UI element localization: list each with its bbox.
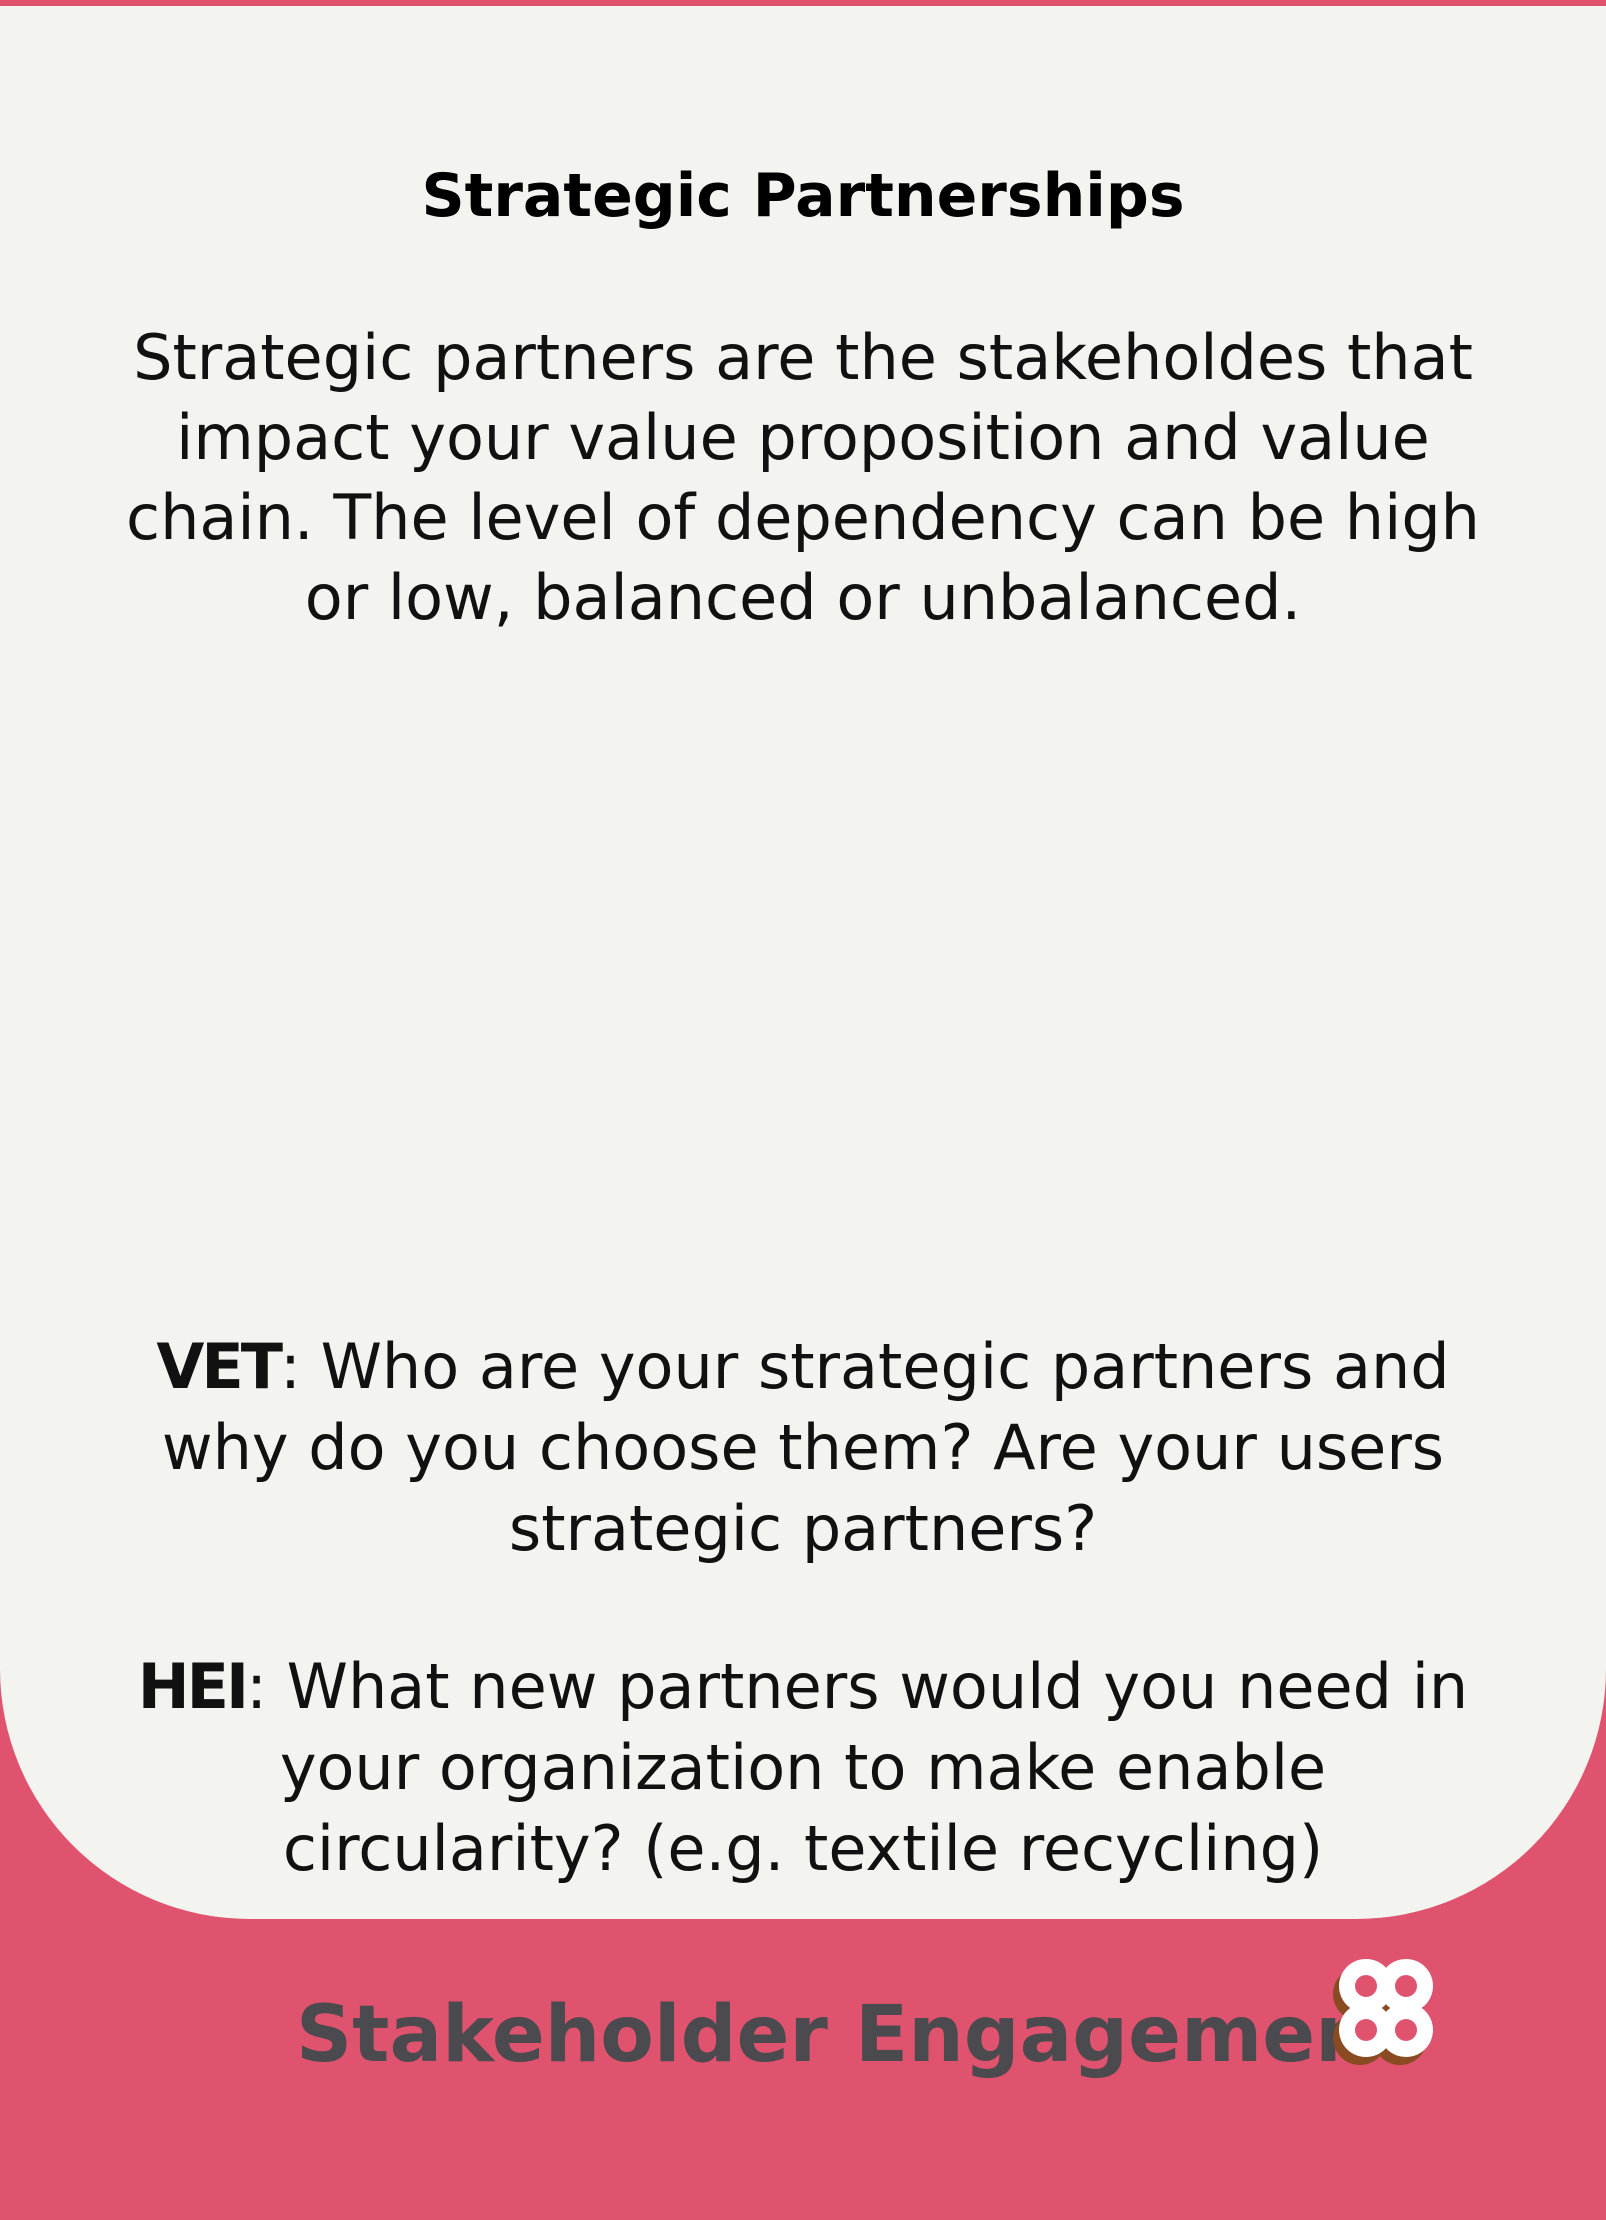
hei-question: HEI: What new partners would you need in… [120,1646,1486,1889]
vet-question-text: : Who are your strategic partners and wh… [161,1330,1450,1565]
hei-label: HEI [137,1650,249,1723]
card-intro-text: Strategic partners are the stakeholdes t… [126,321,1480,634]
vet-label: VET [156,1330,283,1403]
card-title: Strategic Partnerships [421,161,1185,231]
hei-question-text: : What new partners would you need in yo… [246,1650,1469,1885]
quatrefoil-logo-icon [1333,1959,1433,2065]
card-panel: Strategic Partnerships Strategic partner… [0,6,1606,1919]
footer-category-label: Stakeholder Engagement [296,1990,1408,2080]
vet-question: VET: Who are your strategic partners and… [120,1326,1486,1569]
